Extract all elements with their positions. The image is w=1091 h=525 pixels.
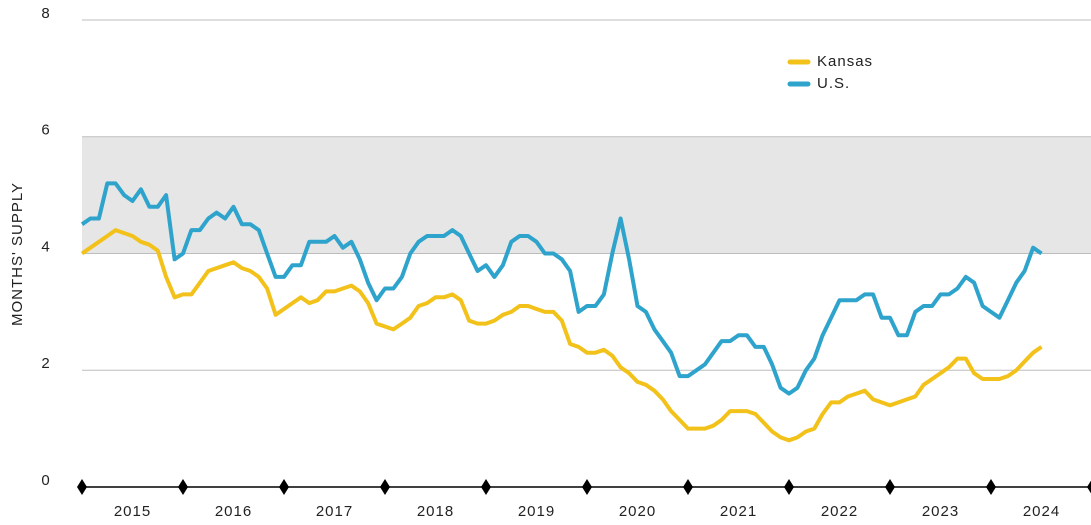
legend-label: U.S. [817,75,850,92]
x-tick-label: 2020 [619,503,656,520]
x-marker [481,479,491,495]
x-marker [784,479,794,495]
legend-label: Kansas [817,53,873,70]
x-marker [683,479,693,495]
shaded-band [82,136,1091,254]
x-tick-label: 2024 [1023,503,1060,520]
x-marker [1087,480,1091,494]
x-marker [279,479,289,495]
x-tick-label: 2021 [720,503,757,520]
line-series [80,228,1043,443]
y-axis-label: MONTHS' SUPPLY [9,182,26,326]
x-marker [77,479,87,495]
x-tick-label: 2019 [518,503,555,520]
y-tick-label: 8 [41,5,50,22]
x-marker [178,479,188,495]
x-marker [986,479,996,495]
x-marker [380,479,390,495]
line-series [80,181,1043,396]
y-tick-label: 6 [41,122,50,139]
x-tick-label: 2015 [114,503,151,520]
x-tick-label: 2023 [922,503,959,520]
x-tick-label: 2017 [316,503,353,520]
x-tick-label: 2022 [821,503,858,520]
x-tick-label: 2018 [417,503,454,520]
y-tick-label: 0 [41,472,50,489]
x-marker [885,479,895,495]
y-tick-label: 4 [41,238,50,255]
y-tick-label: 2 [41,355,50,372]
x-tick-label: 2016 [215,503,252,520]
x-marker [582,479,592,495]
